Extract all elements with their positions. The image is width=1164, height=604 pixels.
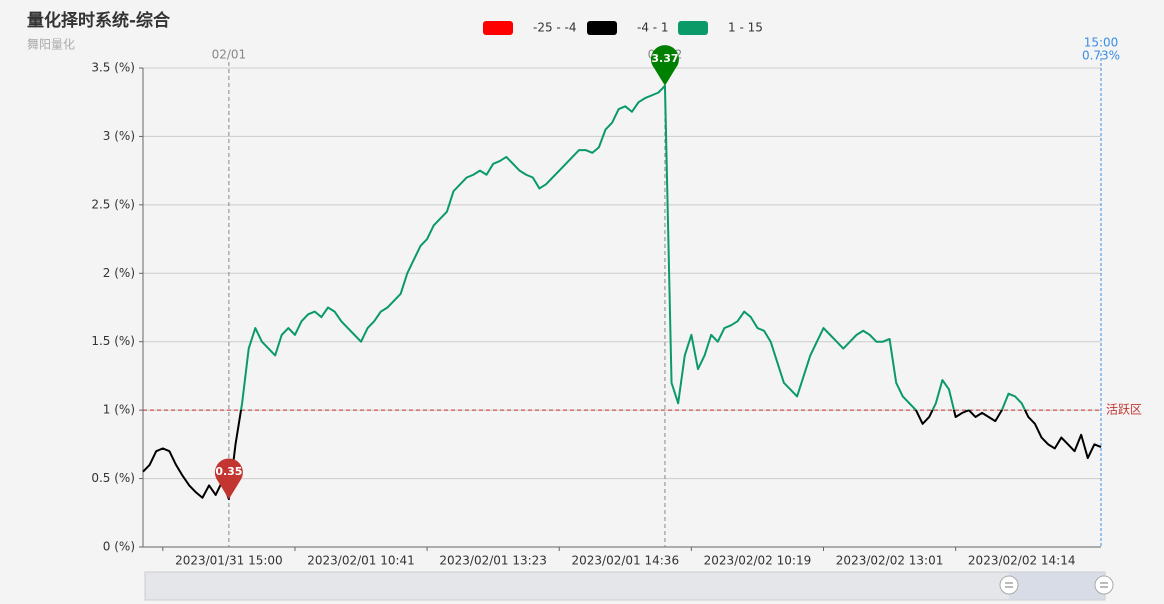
end-time: 15:00 (1084, 36, 1119, 50)
x-tick-label: 2023/02/02 14:14 (968, 554, 1076, 568)
y-tick-label: 3.5 (%) (91, 61, 135, 75)
end-value: 0.73% (1082, 49, 1120, 63)
chart-title: 量化择时系统-综合 (27, 10, 171, 31)
zoom-handle[interactable] (1094, 575, 1114, 595)
legend-label: 1 - 15 (728, 21, 763, 35)
legend-swatch[interactable] (483, 21, 513, 35)
mark-pin (214, 458, 243, 500)
y-tick-label: 0 (%) (103, 540, 135, 554)
y-tick-label: 1.5 (%) (91, 334, 135, 348)
zoom-handle[interactable] (999, 575, 1019, 595)
zoom-window[interactable] (1009, 572, 1105, 600)
x-tick-label: 2023/02/01 13:23 (439, 554, 547, 568)
data-zoom[interactable] (144, 571, 1114, 601)
x-tick-label: 2023/02/01 10:41 (307, 554, 415, 568)
mark-pin-label: 3.37 (651, 52, 678, 65)
x-tick-label: 2023/02/02 13:01 (836, 554, 944, 568)
x-tick-label: 2023/02/01 14:36 (572, 554, 680, 568)
legend-label: -25 - -4 (533, 21, 577, 35)
y-tick-label: 2.5 (%) (91, 197, 135, 211)
legend-label: -4 - 1 (637, 21, 669, 35)
y-tick-label: 2 (%) (103, 266, 135, 280)
mark-line-label: 活跃区 (1106, 403, 1142, 417)
x-tick-label: 2023/02/02 10:19 (704, 554, 812, 568)
mark-pin (650, 45, 679, 86)
date-divider-label: 02/01 (212, 48, 247, 62)
y-tick-label: 0.5 (%) (91, 471, 135, 485)
x-tick-label: 2023/01/31 15:00 (175, 554, 283, 568)
mark-pin-label: 0.35 (215, 465, 242, 478)
zoom-track[interactable] (144, 571, 1106, 601)
legend-swatch[interactable] (678, 21, 708, 35)
legend-swatch[interactable] (587, 21, 617, 35)
chart-subtitle: 舞阳量化 (27, 38, 75, 52)
y-tick-label: 3 (%) (103, 129, 135, 143)
series-line (142, 84, 1102, 501)
y-tick-label: 1 (%) (103, 403, 135, 417)
